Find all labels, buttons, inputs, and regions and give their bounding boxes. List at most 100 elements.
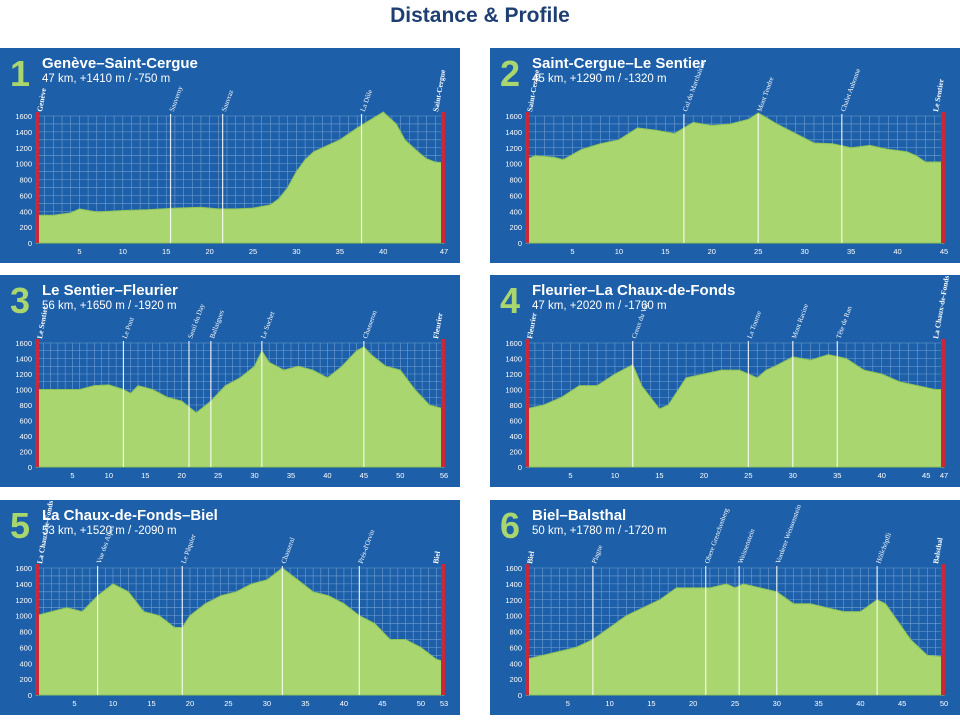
end-location-label: La Chaux-de-Fonds bbox=[931, 275, 951, 339]
x-tick-label: 40 bbox=[878, 471, 886, 480]
stage-panel-5: 5 La Chaux-de-Fonds–Biel 53 km, +1520 m … bbox=[0, 500, 460, 715]
y-tick-label: 800 bbox=[509, 628, 522, 637]
elevation-area bbox=[525, 112, 945, 244]
y-tick-label: 200 bbox=[19, 448, 32, 457]
stage-title: Genève–Saint-Cergue bbox=[42, 55, 198, 72]
x-tick-label: 30 bbox=[292, 247, 300, 256]
stage-stats: 47 km, +1410 m / -750 m bbox=[42, 73, 171, 85]
y-tick-label: 1000 bbox=[15, 160, 32, 169]
y-tick-label: 400 bbox=[509, 432, 522, 441]
elevation-profile-chart: Plagne Obere Grenchenberg Weissenstein Vord… bbox=[505, 503, 948, 708]
x-tick-label: 30 bbox=[800, 247, 808, 256]
x-tick-label: 25 bbox=[249, 247, 257, 256]
waypoint-label-seuil-du-day: Seuil du Day bbox=[186, 302, 206, 340]
elevation-area bbox=[35, 567, 445, 696]
y-tick-label: 1600 bbox=[505, 112, 522, 121]
stage-stats: 45 km, +1290 m / -1320 m bbox=[532, 73, 667, 85]
y-tick-label: 200 bbox=[19, 675, 32, 684]
end-location-label: Balsthal bbox=[931, 537, 944, 564]
stage-stats: 53 km, +1520 m / -2090 m bbox=[42, 525, 177, 537]
waypoint-label-hollchopfli: Höllchöpfli bbox=[874, 532, 893, 565]
x-tick-label: 47 bbox=[940, 471, 948, 480]
end-location-label: Biel bbox=[431, 550, 442, 564]
x-tick-label: 15 bbox=[162, 247, 170, 256]
waypoint-label-plagne: Plagne bbox=[590, 544, 604, 565]
y-tick-label: 1200 bbox=[15, 596, 32, 605]
y-tick-label: 800 bbox=[19, 176, 32, 185]
stage-title: Fleurier–La Chaux-de-Fonds bbox=[532, 282, 736, 299]
x-tick-label: 5 bbox=[566, 699, 570, 708]
waypoint-label-col-du-marchairuz: Col du Marchairuz bbox=[681, 60, 707, 112]
x-tick-label: 15 bbox=[661, 247, 669, 256]
x-tick-label: 45 bbox=[378, 699, 386, 708]
y-tick-label: 1600 bbox=[15, 339, 32, 348]
x-tick-label: 20 bbox=[205, 247, 213, 256]
waypoint-label-pres-d-orvin: Prés-d'Orvin bbox=[357, 528, 377, 565]
y-tick-label: 1000 bbox=[15, 386, 32, 395]
y-tick-label: 200 bbox=[19, 223, 32, 232]
y-tick-label: 600 bbox=[19, 191, 32, 200]
y-tick-label: 1200 bbox=[505, 144, 522, 153]
x-tick-label: 10 bbox=[119, 247, 127, 256]
stage-number: 6 bbox=[500, 505, 521, 546]
waypoint-label-creux-du-van: Creux du Van bbox=[630, 300, 651, 339]
stage-number: 2 bbox=[500, 53, 521, 94]
x-tick-label: 40 bbox=[379, 247, 387, 256]
x-tick-label: 10 bbox=[105, 471, 113, 480]
stage-stats: 50 km, +1780 m / -1720 m bbox=[532, 525, 667, 537]
start-location-label: Le Sentier bbox=[35, 305, 50, 340]
elevation-profile-chart: Sauverny Sauvraz La Dôle Genève Saint-Cergue… bbox=[15, 68, 448, 256]
end-marker bbox=[941, 339, 945, 467]
y-tick-label: 800 bbox=[509, 401, 522, 410]
y-tick-label: 400 bbox=[509, 207, 522, 216]
end-marker bbox=[441, 112, 445, 243]
x-tick-label: 30 bbox=[789, 471, 797, 480]
stage-title: La Chaux-de-Fonds–Biel bbox=[42, 507, 218, 524]
stage-panel-3: 3 Le Sentier–Fleurier 56 km, +1650 m / -… bbox=[0, 275, 460, 487]
x-tick-label: 30 bbox=[773, 699, 781, 708]
stage-number: 1 bbox=[10, 53, 31, 94]
y-tick-label: 800 bbox=[19, 628, 32, 637]
stage-panel-1: 1 Genève–Saint-Cergue 47 km, +1410 m / -… bbox=[0, 48, 460, 263]
x-tick-label: 35 bbox=[301, 699, 309, 708]
waypoint-label-weissenstein: Weissenstein bbox=[737, 527, 757, 564]
x-tick-label: 30 bbox=[263, 699, 271, 708]
y-tick-label: 1400 bbox=[505, 580, 522, 589]
y-tick-label: 0 bbox=[518, 691, 522, 700]
y-tick-label: 1000 bbox=[505, 386, 522, 395]
end-location-label: Fleurier bbox=[431, 311, 445, 339]
waypoint-label-le-pont: Le Pont bbox=[121, 316, 136, 339]
waypoint-label-sauvraz: Sauvraz bbox=[220, 89, 235, 113]
waypoint-label-chalet-aubonne: Chalet Aubonne bbox=[839, 67, 862, 112]
page-title: Distance & Profile bbox=[390, 4, 570, 27]
y-tick-label: 1200 bbox=[15, 370, 32, 379]
y-tick-label: 600 bbox=[509, 191, 522, 200]
y-tick-label: 1400 bbox=[15, 580, 32, 589]
x-tick-label: 35 bbox=[336, 247, 344, 256]
stage-stats: 47 km, +2020 m / -1760 m bbox=[532, 300, 667, 312]
x-tick-label: 40 bbox=[340, 699, 348, 708]
stage-number: 4 bbox=[500, 280, 521, 321]
x-tick-label: 15 bbox=[147, 699, 155, 708]
start-location-label: Biel bbox=[525, 550, 536, 564]
stage-number: 3 bbox=[10, 280, 31, 321]
x-tick-label: 50 bbox=[396, 471, 404, 480]
y-tick-label: 1600 bbox=[15, 564, 32, 573]
end-marker bbox=[941, 112, 945, 243]
x-tick-label: 30 bbox=[250, 471, 258, 480]
waypoint-label-chasseral: Chasseral bbox=[280, 536, 297, 564]
y-tick-label: 1000 bbox=[15, 612, 32, 621]
y-tick-label: 1000 bbox=[505, 612, 522, 621]
x-tick-label: 5 bbox=[570, 247, 574, 256]
y-tick-label: 400 bbox=[19, 432, 32, 441]
x-tick-label: 40 bbox=[856, 699, 864, 708]
start-location-label: La Chaux-de-Fonds bbox=[35, 500, 55, 564]
x-tick-label: 25 bbox=[754, 247, 762, 256]
x-tick-label: 5 bbox=[77, 247, 81, 256]
waypoint-label-vue-des-alpes: Vue des Alpes bbox=[95, 524, 116, 565]
y-tick-label: 1600 bbox=[505, 564, 522, 573]
x-tick-label: 10 bbox=[605, 699, 613, 708]
y-tick-label: 400 bbox=[19, 207, 32, 216]
elevation-area bbox=[525, 354, 945, 468]
x-tick-label: 25 bbox=[731, 699, 739, 708]
